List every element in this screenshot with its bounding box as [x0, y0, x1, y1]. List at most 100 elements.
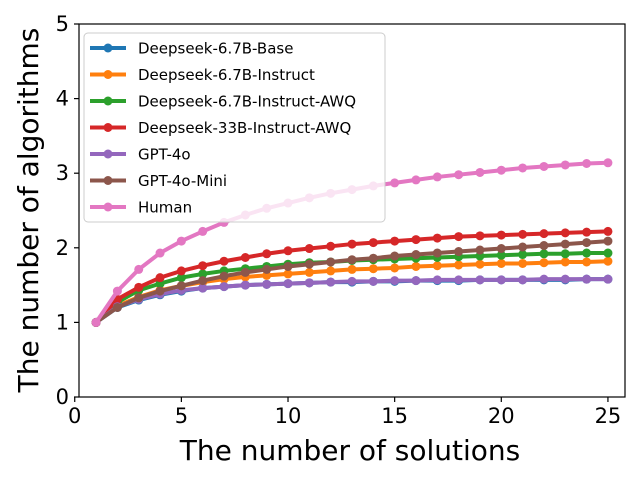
x-tick-label: 25: [595, 404, 622, 428]
data-point: [539, 241, 549, 251]
data-point: [475, 259, 485, 269]
data-point: [240, 267, 250, 277]
data-point: [198, 226, 208, 236]
data-point: [496, 165, 506, 175]
legend-swatch-marker: [103, 176, 113, 185]
data-point: [539, 229, 549, 239]
data-point: [326, 257, 336, 267]
legend-swatch-marker: [103, 123, 113, 132]
data-point: [582, 238, 592, 248]
data-point: [560, 228, 570, 238]
data-point: [411, 235, 421, 245]
legend: Deepseek-6.7B-Base Deepseek-6.7B-Instruct…: [83, 32, 386, 223]
y-tick-label: 1: [56, 310, 69, 334]
data-point: [368, 238, 378, 248]
legend-item: Deepseek-6.7B-Base: [90, 40, 293, 58]
data-point: [454, 275, 464, 285]
data-point: [518, 258, 528, 268]
data-point: [283, 279, 293, 289]
x-tick-label: 15: [381, 404, 408, 428]
data-point: [603, 158, 613, 168]
legend-label: GPT-4o: [138, 146, 191, 164]
data-point: [603, 274, 613, 284]
legend-swatch-marker: [103, 149, 113, 159]
data-point: [432, 248, 442, 258]
legend-swatch-marker: [103, 70, 113, 79]
data-point: [176, 266, 186, 276]
data-point: [134, 282, 144, 292]
y-axis-label: The number of algorithms: [12, 28, 45, 394]
data-point: [91, 317, 101, 327]
data-point: [496, 250, 506, 260]
legend-label: Deepseek-33B-Instruct-AWQ: [138, 119, 351, 137]
data-point: [454, 232, 464, 242]
data-point: [603, 236, 613, 246]
data-point: [304, 278, 314, 288]
x-tick-label: 0: [68, 404, 81, 428]
data-point: [219, 282, 229, 292]
data-point: [603, 226, 613, 236]
data-point: [198, 283, 208, 293]
data-point: [539, 274, 549, 284]
data-point: [475, 275, 485, 285]
data-point: [518, 275, 528, 285]
data-point: [454, 260, 464, 270]
data-point: [390, 263, 400, 273]
data-point: [496, 258, 506, 268]
data-point: [347, 276, 357, 286]
data-point: [219, 271, 229, 281]
x-axis-label: The number of solutions: [179, 434, 521, 467]
data-point: [112, 302, 122, 312]
axes: [78, 23, 626, 398]
data-point: [560, 249, 570, 259]
y-tick-label: 3: [56, 161, 69, 185]
data-point: [368, 253, 378, 263]
data-point: [539, 249, 549, 259]
data-point: [582, 248, 592, 258]
data-point: [112, 286, 122, 296]
data-point: [219, 256, 229, 266]
data-point: [134, 264, 144, 274]
data-point: [432, 233, 442, 243]
data-point: [368, 264, 378, 274]
legend-item: GPT-4o: [90, 146, 191, 164]
data-point: [283, 246, 293, 256]
data-point: [582, 159, 592, 169]
data-point: [240, 280, 250, 290]
y-tick-label: 0: [56, 385, 69, 409]
data-point: [603, 248, 613, 258]
data-point: [198, 261, 208, 271]
data-point: [283, 269, 293, 279]
data-point: [560, 274, 570, 284]
data-point: [326, 266, 336, 276]
data-point: [262, 249, 272, 259]
data-point: [198, 269, 208, 279]
y-tick-label: 5: [56, 12, 69, 36]
data-point: [582, 274, 592, 284]
data-point: [390, 178, 400, 188]
legend-swatch-marker: [103, 202, 113, 212]
data-point: [304, 259, 314, 269]
data-point: [518, 242, 528, 252]
legend-label: GPT-4o-Mini: [138, 172, 227, 190]
x-tick-label: 5: [175, 404, 188, 428]
data-point: [432, 172, 442, 182]
legend-item: Deepseek-6.7B-Instruct-AWQ: [90, 93, 356, 111]
series-3: [91, 226, 613, 327]
data-point: [155, 286, 165, 296]
legend-label: Human: [138, 199, 192, 217]
data-point: [326, 241, 336, 251]
data-point: [176, 273, 186, 283]
data-point: [582, 257, 592, 267]
data-point: [475, 245, 485, 255]
data-point: [518, 250, 528, 260]
data-point: [304, 267, 314, 277]
ticks: 0 5 10 15 20 25 0 1 2 3 4 5: [56, 12, 622, 428]
data-point: [475, 231, 485, 241]
data-point: [539, 258, 549, 268]
data-point: [411, 276, 421, 286]
data-point: [347, 264, 357, 274]
data-point: [326, 277, 336, 287]
data-point: [176, 236, 186, 246]
